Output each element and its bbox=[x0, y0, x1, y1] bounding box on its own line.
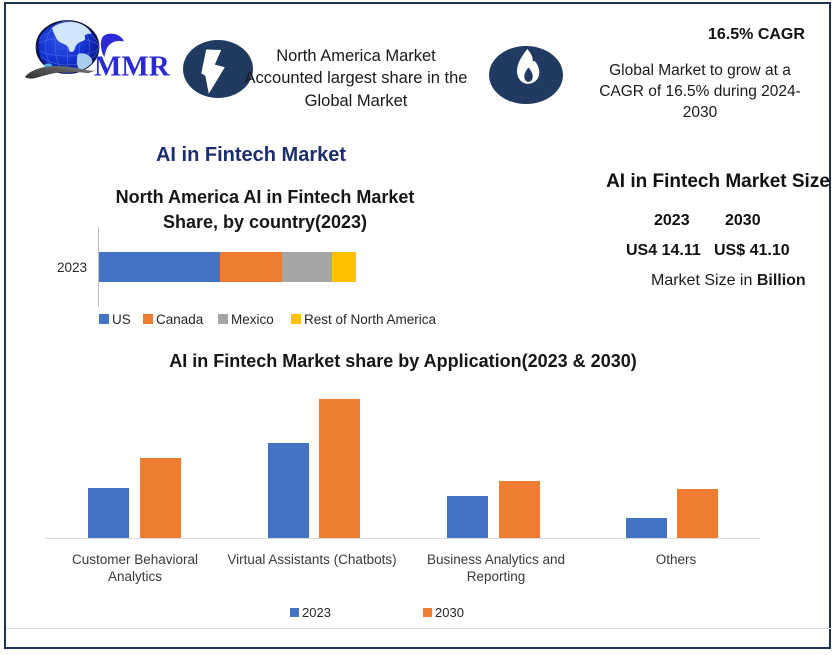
svg-text:MMR: MMR bbox=[94, 51, 171, 83]
